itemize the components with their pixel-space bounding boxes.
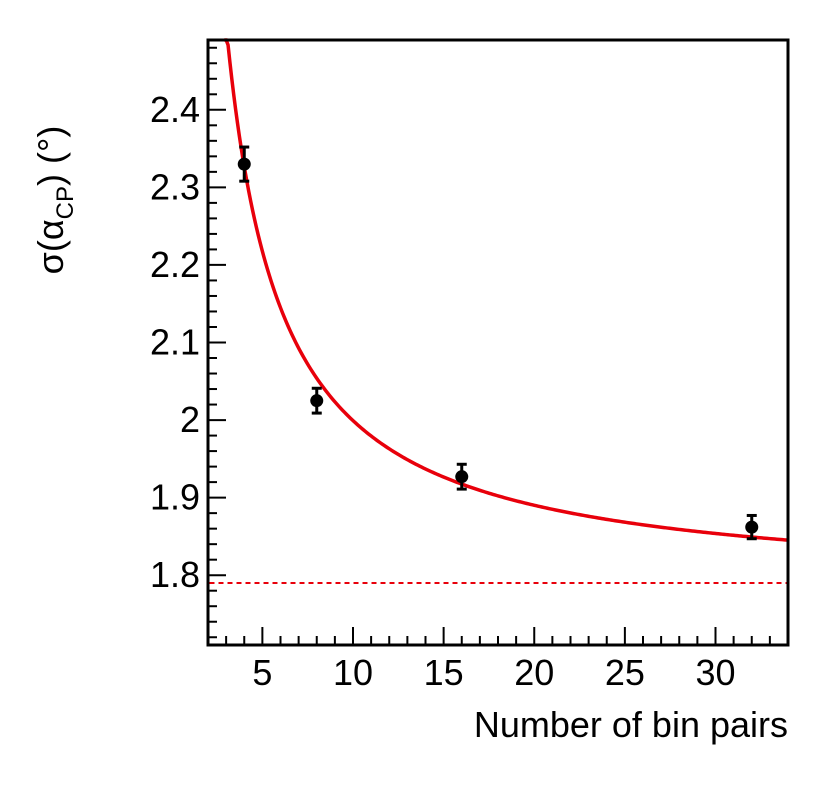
major-ticks xyxy=(208,108,717,645)
data-points xyxy=(237,145,759,541)
x-tick-label: 10 xyxy=(333,652,373,693)
y-tick-labels: 1.8 1.9 2 2.1 2.2 2.3 2.4 xyxy=(150,89,200,595)
y-tick-label: 2.4 xyxy=(150,89,200,130)
point-marker xyxy=(745,520,759,534)
y-axis-title-main: σ(α xyxy=(30,219,71,274)
x-tick-label: 20 xyxy=(514,652,554,693)
y-tick-label: 1.8 xyxy=(150,554,200,595)
minor-ticks xyxy=(207,46,789,645)
x-tick-label: 15 xyxy=(424,652,464,693)
plot-frame xyxy=(206,38,790,647)
x-tick-label: 25 xyxy=(605,652,645,693)
x-tick-label: 5 xyxy=(252,652,272,693)
y-tick-label: 2.2 xyxy=(150,244,200,285)
data-point xyxy=(310,386,324,415)
fit-curve xyxy=(224,38,789,542)
point-marker xyxy=(455,470,469,484)
y-tick-label: 2.1 xyxy=(150,322,200,363)
y-tick-label: 2 xyxy=(180,399,200,440)
y-axis-title: σ(αCP) (°) xyxy=(30,126,79,275)
y-axis-title-suffix: ) (°) xyxy=(30,126,71,186)
data-point xyxy=(237,145,251,183)
x-axis-title: Number of bin pairs xyxy=(474,704,788,745)
data-point xyxy=(455,462,469,491)
x-tick-label: 30 xyxy=(695,652,735,693)
y-tick-label: 1.9 xyxy=(150,477,200,518)
y-tick-label: 2.3 xyxy=(150,166,200,207)
y-axis-title-subscript: CP xyxy=(52,186,79,219)
point-marker xyxy=(237,157,251,171)
point-marker xyxy=(310,394,324,408)
x-tick-labels: 5 10 15 20 25 30 xyxy=(252,652,735,693)
data-point xyxy=(745,513,759,541)
